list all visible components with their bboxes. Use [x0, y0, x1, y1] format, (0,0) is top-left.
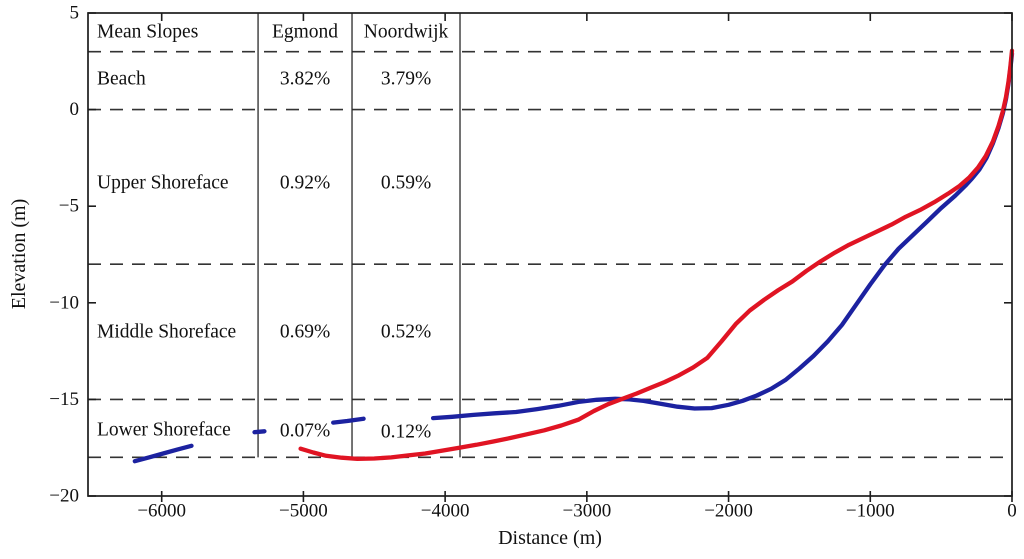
series-curve-noordwijk: [298, 48, 1015, 462]
x-tick-label: −5000: [279, 501, 328, 522]
gridlines-layer: [88, 50, 1012, 459]
series-curve-egmond: [252, 429, 267, 435]
table-row-middle-shoreface: Middle Shoreface 0.69% 0.52%: [97, 322, 431, 343]
series-curve-egmond: [132, 443, 194, 464]
plot-frame: [87, 12, 1013, 497]
table-header-egmond: Egmond: [272, 22, 338, 43]
series-lines-layer: [132, 48, 1015, 464]
y-tick-label: −5: [59, 196, 79, 217]
x-tick-label: −6000: [137, 501, 186, 522]
slope-value-noordwijk: 0.12%: [381, 422, 431, 443]
zone-label: Lower Shoreface: [97, 420, 231, 441]
table-title: Mean Slopes: [97, 22, 198, 43]
tick-labels-layer: −6000 −5000 −4000 −3000 −2000 −1000 0 5 0 −5 −10 −1…: [49, 3, 1016, 522]
x-tick-label: −4000: [421, 501, 470, 522]
slope-value-egmond: 3.82%: [280, 69, 330, 90]
x-tick-label: 0: [1007, 501, 1017, 522]
y-tick-label: −20: [49, 486, 79, 507]
table-row-upper-shoreface: Upper Shoreface 0.92% 0.59%: [97, 173, 431, 194]
y-tick-label: −15: [49, 389, 79, 410]
slope-value-egmond: 0.69%: [280, 322, 330, 343]
zone-label: Upper Shoreface: [97, 173, 229, 194]
series-curve-egmond: [331, 416, 366, 425]
table-header-noordwijk: Noordwijk: [364, 22, 449, 43]
y-tick-label: −10: [49, 292, 79, 313]
y-tick-label: 5: [70, 3, 80, 24]
y-axis-label: Elevation (m): [8, 199, 30, 310]
y-tick-label: 0: [70, 99, 80, 120]
slope-value-noordwijk: 3.79%: [381, 69, 431, 90]
slope-value-egmond: 0.92%: [280, 173, 330, 194]
table-row-lower-shoreface: Lower Shoreface 0.07% 0.12%: [97, 420, 431, 443]
x-tick-label: −2000: [704, 501, 753, 522]
series-curve-egmond: [430, 51, 1015, 421]
mean-slopes-table: Mean Slopes Egmond Noordwijk Beach 3.82%…: [97, 22, 448, 443]
x-tick-label: −1000: [846, 501, 895, 522]
zone-label: Beach: [97, 69, 146, 90]
slope-value-egmond: 0.07%: [280, 421, 330, 442]
slope-value-noordwijk: 0.52%: [381, 322, 431, 343]
slope-value-noordwijk: 0.59%: [381, 173, 431, 194]
zone-label: Middle Shoreface: [97, 322, 236, 343]
x-tick-label: −3000: [562, 501, 611, 522]
table-dividers-layer: [257, 13, 461, 458]
table-row-beach: Beach 3.82% 3.79%: [97, 69, 431, 90]
x-axis-label: Distance (m): [498, 527, 602, 549]
